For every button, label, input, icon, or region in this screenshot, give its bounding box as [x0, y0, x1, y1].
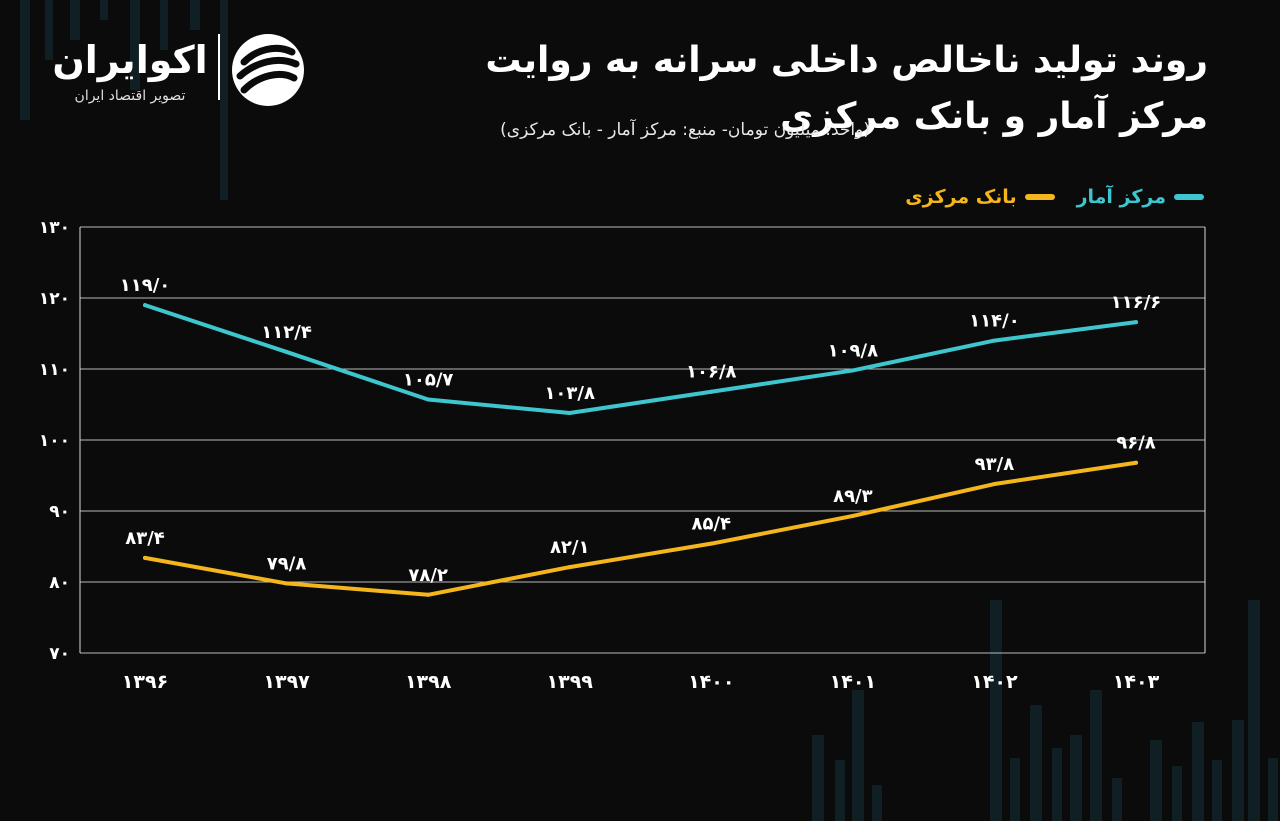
chart-title-line-2: مرکز آمار و بانک مرکزی: [780, 96, 1208, 137]
x-tick-label: ۱۴۰۰: [688, 671, 734, 693]
background-bar: [1010, 758, 1020, 821]
data-label-bank: ۸۲/۱: [550, 537, 590, 558]
data-point-amar: [143, 303, 147, 308]
background-bar: [1268, 758, 1278, 821]
brand-name: اکوایران: [52, 38, 208, 82]
background-bar: [1112, 778, 1122, 821]
legend-label-bank: بانک مرکزی: [905, 186, 1017, 208]
data-point-amar: [709, 389, 714, 394]
background-bar: [1192, 722, 1204, 821]
data-point-amar: [992, 338, 997, 343]
data-point-bank: [1134, 460, 1138, 465]
series-line-bank: [143, 460, 1138, 597]
data-point-bank: [709, 541, 714, 546]
background-bar: [70, 0, 80, 40]
background-bar: [45, 0, 53, 60]
brand-mark-icon: [232, 34, 304, 106]
data-point-bank: [284, 581, 289, 586]
brand-logo: اکوایران تصویر اقتصاد ایران: [50, 30, 320, 110]
data-point-bank: [992, 482, 997, 487]
data-point-bank: [567, 565, 572, 570]
data-label-bank: ۹۳/۸: [975, 454, 1015, 475]
data-label-amar: ۱۰۵/۷: [403, 370, 454, 391]
data-label-amar: ۱۰۳/۸: [544, 383, 595, 404]
background-bar: [1090, 690, 1102, 821]
data-label-bank: ۸۵/۴: [692, 514, 732, 535]
data-label-amar: ۱۱۲/۴: [261, 322, 312, 343]
data-label-bank: ۷۹/۸: [267, 553, 307, 574]
data-label-amar: ۱۰۶/۸: [686, 362, 737, 383]
data-label-amar: ۱۱۴/۰: [969, 311, 1020, 332]
data-point-amar: [284, 349, 289, 354]
x-tick-label: ۱۳۹۸: [405, 671, 452, 693]
data-label-amar: ۱۱۶/۶: [1111, 292, 1162, 313]
logo-separator: [218, 34, 220, 100]
brand-tagline: تصویر اقتصاد ایران: [74, 88, 186, 104]
background-bar: [20, 0, 30, 120]
background-bar: [812, 735, 824, 821]
data-label-bank: ۹۶/۸: [1116, 433, 1156, 454]
background-bar: [990, 600, 1002, 821]
x-tick-label: ۱۳۹۷: [263, 671, 310, 693]
data-point-amar: [850, 368, 855, 373]
x-tick-label: ۱۴۰۲: [971, 671, 1018, 693]
background-bar: [1248, 600, 1260, 821]
x-tick-label: ۱۳۹۹: [547, 671, 594, 693]
data-label-bank: ۸۳/۴: [125, 528, 165, 549]
data-point-bank: [850, 513, 855, 518]
x-tick-label: ۱۴۰۳: [1113, 671, 1160, 693]
background-bar: [1212, 760, 1222, 821]
background-bar: [100, 0, 108, 20]
background-bar: [872, 785, 882, 821]
y-tick-label: ۹۰: [49, 502, 70, 522]
data-label-bank: ۸۹/۳: [833, 486, 873, 507]
background-bar: [852, 690, 864, 821]
y-tick-label: ۱۰۰: [39, 431, 70, 451]
chart-legend: مرکز آمار بانک مرکزی: [905, 186, 1204, 208]
y-tick-label: ۱۲۰: [39, 289, 70, 309]
data-point-bank: [426, 592, 431, 597]
x-tick-label: ۱۴۰۱: [830, 671, 876, 693]
y-tick-label: ۱۱۰: [39, 360, 70, 380]
background-bar: [1172, 766, 1182, 821]
data-point-amar: [1134, 320, 1138, 325]
legend-item-amar: مرکز آمار: [1077, 186, 1204, 208]
legend-label-amar: مرکز آمار: [1076, 186, 1166, 208]
background-bar: [220, 0, 228, 200]
data-label-amar: ۱۱۹/۰: [120, 275, 171, 296]
legend-swatch-bank: [1024, 194, 1055, 200]
series-line-amar: [143, 303, 1138, 416]
y-tick-label: ۸۰: [49, 573, 70, 593]
data-point-bank: [143, 555, 147, 560]
y-tick-label: ۱۳۰: [39, 218, 70, 238]
background-bar: [1150, 740, 1162, 821]
background-bar: [1232, 720, 1244, 821]
background-bar: [835, 760, 845, 821]
data-label-amar: ۱۰۹/۸: [828, 340, 879, 361]
background-bar: [160, 0, 168, 50]
background-bar: [190, 0, 200, 30]
chart-title-line-1: روند تولید ناخالص داخلی سرانه به روایت: [485, 40, 1208, 81]
data-point-amar: [567, 411, 572, 416]
y-tick-label: ۷۰: [49, 644, 70, 664]
legend-item-bank: بانک مرکزی: [905, 186, 1055, 208]
background-bar: [130, 0, 140, 90]
x-tick-label: ۱۳۹۶: [122, 671, 168, 693]
chart-subtitle: (واحد: میلیون تومان- منبع: مرکز آمار - ب…: [500, 120, 870, 140]
data-point-amar: [426, 397, 431, 402]
background-bar: [1030, 705, 1042, 821]
data-label-bank: ۷۸/۲: [408, 565, 448, 586]
background-bar: [1052, 748, 1062, 821]
legend-swatch-amar: [1174, 194, 1204, 200]
background-bar: [1070, 735, 1082, 821]
